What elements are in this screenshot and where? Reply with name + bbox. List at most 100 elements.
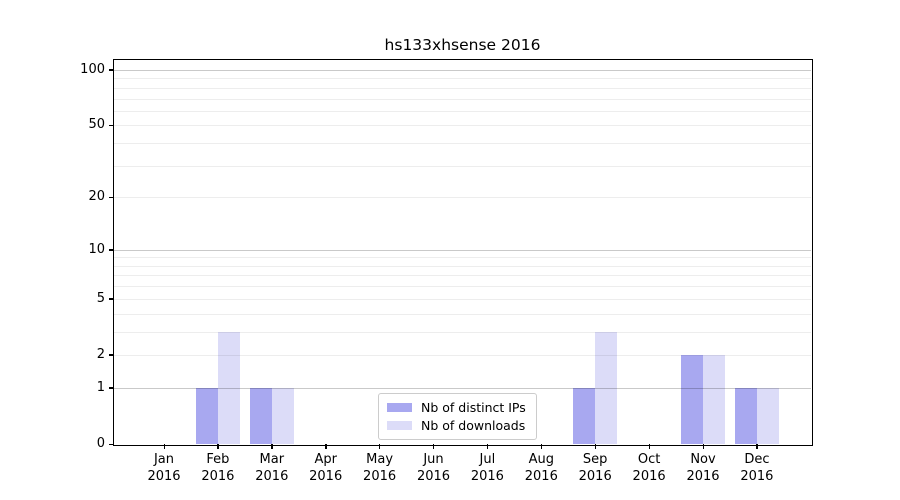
x-tick-year: 2016	[147, 469, 181, 484]
x-tick-mark	[486, 444, 489, 449]
y-tick-label: 50	[88, 117, 105, 133]
chart-title: hs133xhsense 2016	[384, 36, 541, 54]
x-tick-month: May	[366, 452, 394, 467]
minor-gridline	[114, 87, 811, 89]
x-tick-month: Jun	[423, 452, 444, 467]
minor-gridline	[114, 143, 811, 145]
y-tick-label: 0	[96, 436, 105, 451]
x-tick-label: Aug 2016	[509, 451, 573, 485]
x-tick-mark	[540, 444, 543, 449]
x-tick-month: Mar	[259, 452, 285, 467]
x-tick-year: 2016	[686, 469, 720, 484]
plot-area	[114, 60, 811, 444]
x-tick-year: 2016	[740, 469, 774, 484]
x-tick-month: Feb	[206, 452, 230, 467]
minor-gridline	[114, 275, 811, 277]
major-gridline	[114, 69, 811, 71]
x-tick-month: Jan	[153, 452, 175, 467]
x-tick-mark	[163, 444, 165, 449]
y-tick-label: 1	[96, 379, 105, 395]
x-tick-mark	[594, 444, 597, 449]
minor-gridline	[114, 98, 811, 100]
x-tick-label: Dec 2016	[725, 451, 789, 485]
x-tick-label: Oct 2016	[617, 451, 681, 485]
minor-gridline	[114, 298, 811, 300]
legend-item-downloads: Nb of downloads	[387, 418, 526, 433]
x-tick-mark	[379, 444, 381, 449]
legend: Nb of distinct IPs Nb of downloads	[378, 393, 537, 440]
legend-swatch-downloads	[387, 421, 412, 430]
x-tick-year: 2016	[255, 469, 289, 484]
legend-label-distinct-ips: Nb of distinct IPs	[421, 400, 526, 415]
x-tick-month: Nov	[690, 452, 716, 467]
x-tick-year: 2016	[309, 469, 343, 484]
bar-distinct-ips	[681, 354, 703, 444]
x-tick-month: Aug	[528, 452, 554, 467]
x-tick-month: Apr	[314, 452, 337, 467]
x-tick-mark	[756, 444, 758, 449]
bar-distinct-ips	[734, 387, 757, 444]
legend-swatch-distinct-ips	[387, 403, 412, 412]
y-tick-label: 2	[96, 346, 105, 362]
x-tick-label: Jun 2016	[402, 451, 466, 485]
x-tick-year: 2016	[416, 469, 451, 484]
y-tick-label: 10	[88, 241, 105, 257]
x-tick-month: Sep	[582, 452, 608, 467]
x-tick-month: Jul	[479, 452, 496, 467]
y-tick-mark	[109, 249, 114, 251]
x-tick-month: Oct	[637, 452, 661, 467]
y-tick-label: 5	[96, 290, 105, 306]
x-tick-label: Jul 2016	[455, 451, 519, 485]
x-tick-mark	[433, 444, 435, 449]
minor-gridline	[114, 165, 811, 167]
bar-downloads	[703, 354, 725, 444]
minor-gridline	[114, 313, 811, 315]
y-tick-label: 100	[80, 61, 105, 77]
x-tick-year: 2016	[524, 469, 558, 484]
x-tick-year: 2016	[578, 469, 612, 484]
y-tick-mark	[109, 124, 114, 127]
x-tick-label: Sep 2016	[563, 451, 627, 485]
x-tick-mark	[217, 444, 219, 449]
x-tick-label: Nov 2016	[671, 451, 735, 485]
x-tick-year: 2016	[632, 469, 666, 484]
bar-distinct-ips	[195, 387, 218, 444]
minor-gridline	[114, 110, 811, 112]
bar-downloads	[217, 331, 240, 444]
minor-gridline	[114, 265, 811, 267]
x-tick-mark	[325, 444, 327, 449]
bar-downloads	[271, 387, 294, 444]
x-tick-mark	[271, 444, 273, 449]
x-tick-year: 2016	[201, 469, 235, 484]
y-tick-mark	[109, 443, 114, 445]
minor-gridline	[114, 197, 811, 199]
minor-gridline	[114, 331, 811, 333]
x-tick-label: Mar 2016	[240, 451, 304, 485]
legend-label-downloads: Nb of downloads	[421, 418, 526, 433]
minor-gridline	[114, 257, 811, 259]
x-tick-year: 2016	[363, 469, 397, 484]
y-tick-label: 20	[88, 189, 105, 205]
x-tick-year: 2016	[470, 469, 504, 484]
bar-distinct-ips	[573, 387, 596, 444]
major-gridline	[114, 387, 811, 389]
minor-gridline	[114, 354, 811, 356]
x-tick-label: Jan 2016	[132, 451, 196, 485]
minor-gridline	[114, 125, 811, 127]
y-tick-mark	[109, 69, 114, 71]
x-tick-mark	[702, 444, 704, 449]
y-tick-mark	[109, 354, 114, 356]
bar-distinct-ips	[249, 387, 272, 444]
y-tick-mark	[109, 196, 114, 199]
minor-gridline	[114, 78, 811, 80]
x-tick-label: Feb 2016	[186, 451, 250, 485]
y-tick-mark	[109, 387, 114, 389]
x-tick-label: May 2016	[348, 451, 412, 485]
bar-downloads	[595, 331, 618, 444]
x-tick-mark	[648, 444, 650, 449]
major-gridline	[114, 249, 811, 251]
x-tick-label: Apr 2016	[294, 451, 358, 485]
x-tick-month: Dec	[744, 452, 770, 467]
bar-downloads	[756, 387, 779, 444]
